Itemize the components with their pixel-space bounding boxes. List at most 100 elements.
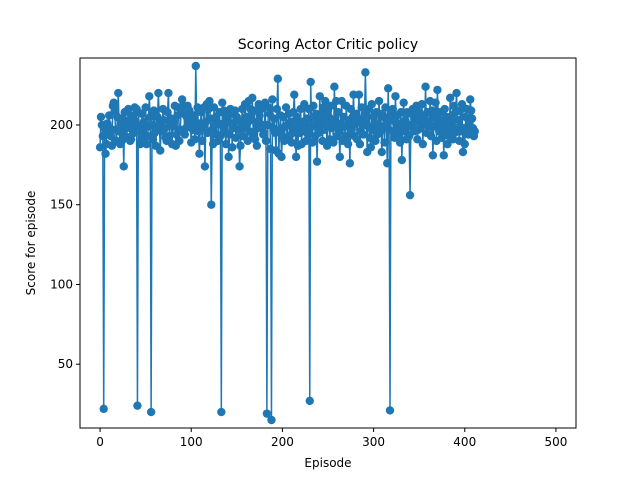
data-point [270,114,279,123]
data-point [145,92,154,101]
data-point [106,131,116,141]
data-point [312,157,322,166]
data-point [124,104,133,114]
data-point [225,130,234,139]
data-point [399,98,408,107]
data-point [360,116,369,125]
data-point [307,122,316,131]
x-tick-label: 300 [362,435,385,449]
x-axis-label: Episode [304,456,351,470]
data-point [301,136,311,146]
chart-title: Scoring Actor Critic policy [238,37,418,53]
data-point [235,162,244,171]
data-point [355,139,365,149]
data-point [448,135,458,144]
data-point [96,112,106,122]
data-point [286,117,295,126]
data-point [217,407,226,417]
data-point [146,112,155,122]
data-point [335,152,345,162]
y-axis-label: Score for episode [24,191,38,296]
data-point [377,147,386,157]
data-point [417,100,427,109]
data-point [261,136,271,146]
data-point [461,112,470,122]
data-point [287,138,296,147]
y-tick-label: 200 [50,118,73,132]
data-point [396,108,406,117]
data-point [371,136,380,146]
data-point [137,109,147,119]
data-point [190,135,200,144]
data-point [264,103,273,112]
data-point [255,111,264,120]
data-point [445,93,455,103]
data-point [290,90,299,99]
data-point [189,111,199,120]
data-point [346,104,355,114]
data-point [421,82,430,91]
data-point [354,90,364,99]
data-point [149,106,159,115]
x-tick-label: 100 [180,435,203,449]
data-point [388,104,397,114]
data-point [394,131,403,141]
data-point [273,74,283,83]
data-point [207,200,216,209]
data-point [440,104,449,114]
data-point [466,106,476,115]
data-point [209,103,219,112]
data-point [353,114,363,123]
data-point [380,138,389,147]
axes-frame [79,57,577,429]
data-point [101,149,110,158]
data-point [252,141,262,150]
data-point [366,143,376,152]
data-point [347,125,356,134]
data-point [449,101,459,111]
data-point [431,98,440,107]
data-point [301,120,310,130]
x-tick-label: 200 [271,435,294,449]
data-point [231,133,241,142]
data-point [322,141,332,150]
data-point [391,92,400,101]
data-point [357,103,366,112]
data-point [110,106,119,115]
data-point [292,112,302,122]
data-point [429,122,438,131]
data-point [456,106,465,115]
data-point [315,92,324,101]
data-point [427,106,437,115]
y-tick-label: 150 [50,198,73,212]
data-point [397,155,407,165]
data-point [109,98,118,107]
data-point [359,130,368,139]
data-point [159,116,169,125]
data-point [154,88,163,98]
data-point [381,103,390,112]
data-point [165,131,174,141]
data-point [460,139,469,149]
data-point [175,136,184,146]
data-point [330,82,339,91]
data-point [305,396,314,406]
data-point [99,404,108,414]
data-point [367,100,376,109]
data-point [361,68,370,77]
data-point [126,135,136,144]
data-point [156,146,165,155]
data-point [428,151,438,160]
x-tick-label: 0 [96,435,104,449]
data-point [249,106,259,115]
data-point [268,95,277,104]
data-point [345,159,355,168]
data-point [413,135,422,144]
data-point [228,143,237,152]
data-point [104,111,114,120]
data-point [435,127,444,136]
data-point [95,143,105,152]
